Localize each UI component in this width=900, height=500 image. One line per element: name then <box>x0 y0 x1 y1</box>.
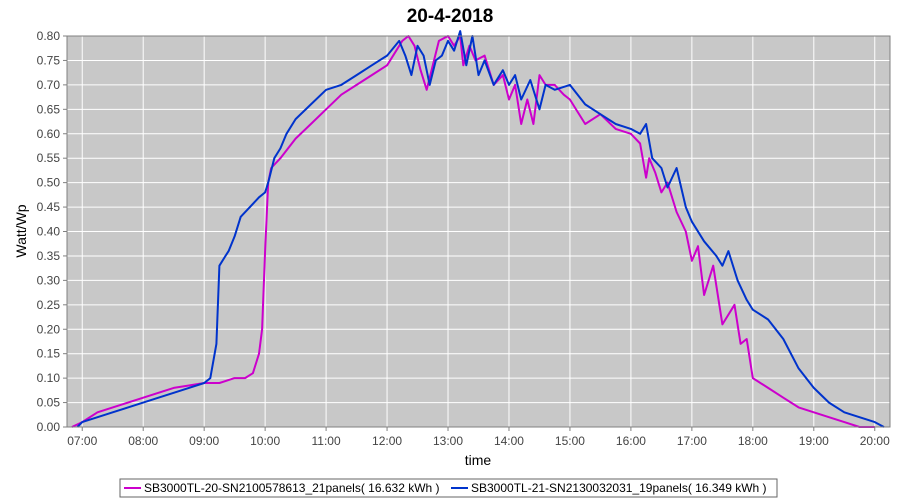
x-axis-label: time <box>465 452 492 468</box>
x-tick-label: 16:00 <box>616 434 646 448</box>
x-tick-label: 18:00 <box>738 434 768 448</box>
y-tick-label: 0.50 <box>37 176 61 190</box>
series-layer <box>71 30 885 428</box>
y-tick-label: 0.35 <box>37 249 61 263</box>
x-tick-label: 09:00 <box>189 434 219 448</box>
y-tick-label: 0.45 <box>37 200 61 214</box>
y-tick-label: 0.75 <box>37 53 61 67</box>
series-line-1 <box>71 35 875 428</box>
y-axis: 0.00 0.05 0.10 0.15 0.20 0.25 0.30 0.35 0.40 0.45… <box>37 29 67 434</box>
y-tick-label: 0.00 <box>37 420 61 434</box>
x-tick-label: 07:00 <box>67 434 97 448</box>
grid-lines <box>67 35 890 428</box>
x-tick-label: 14:00 <box>494 434 524 448</box>
x-tick-label: 20:00 <box>860 434 890 448</box>
y-tick-label: 0.25 <box>37 298 61 312</box>
legend-label-series-1: SB3000TL-20-SN2100578613_21panels( 16.63… <box>144 481 440 495</box>
y-tick-label: 0.70 <box>37 78 61 92</box>
x-tick-label: 10:00 <box>250 434 280 448</box>
x-tick-label: 17:00 <box>677 434 707 448</box>
y-tick-label: 0.10 <box>37 371 61 385</box>
y-tick-label: 0.60 <box>37 127 61 141</box>
y-tick-label: 0.65 <box>37 102 61 116</box>
x-tick-label: 19:00 <box>799 434 829 448</box>
chart-title: 20-4-2018 <box>407 6 494 27</box>
x-tick-label: 11:00 <box>312 434 341 448</box>
x-tick-label: 12:00 <box>372 434 402 448</box>
y-axis-label: Watt/Wp <box>13 204 29 257</box>
y-tick-label: 0.55 <box>37 151 61 165</box>
y-tick-label: 0.40 <box>37 225 61 239</box>
legend: SB3000TL-20-SN2100578613_21panels( 16.63… <box>119 478 778 498</box>
y-tick-label: 0.30 <box>37 273 61 287</box>
y-tick-label: 0.20 <box>37 322 61 336</box>
x-axis: 07:00 08:00 09:00 10:00 11:00 12:00 13:00 14:00… <box>67 427 890 448</box>
y-tick-label: 0.80 <box>37 29 61 43</box>
x-tick-label: 15:00 <box>555 434 585 448</box>
legend-label-series-2: SB3000TL-21-SN2130032031_19panels( 16.34… <box>471 481 767 495</box>
legend-box <box>119 478 778 498</box>
x-tick-label: 08:00 <box>128 434 158 448</box>
x-tick-label: 13:00 <box>433 434 463 448</box>
series-line-2 <box>76 30 885 428</box>
y-tick-label: 0.15 <box>37 347 61 361</box>
y-tick-label: 0.05 <box>37 396 61 410</box>
